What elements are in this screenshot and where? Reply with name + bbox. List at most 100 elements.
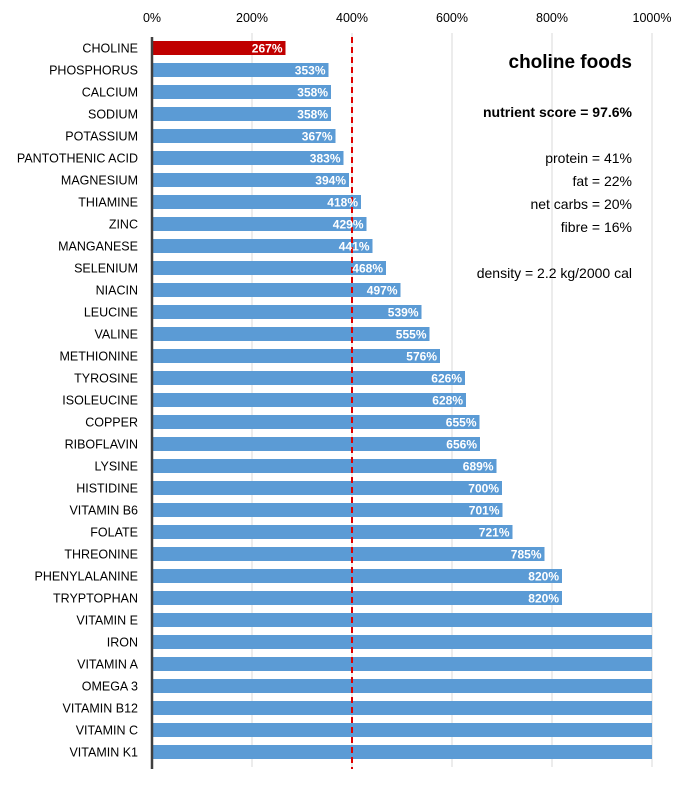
x-tick-label: 600% (436, 11, 468, 25)
value-label: 383% (310, 152, 341, 166)
bar-valine (152, 327, 430, 341)
x-tick-label: 400% (336, 11, 368, 25)
bar-vitamin-c (152, 723, 652, 737)
bar-potassium (152, 129, 336, 143)
bar-manganese (152, 239, 373, 253)
value-label: 689% (463, 460, 494, 474)
value-label: 441% (339, 240, 370, 254)
bar-histidine (152, 481, 502, 495)
bar-zinc (152, 217, 367, 231)
category-label: MAGNESIUM (61, 174, 138, 188)
category-label: SODIUM (88, 108, 138, 122)
net-carbs-text: net carbs = 20% (530, 196, 632, 212)
chart-title: choline foods (509, 52, 633, 73)
category-label: THREONINE (64, 548, 138, 562)
protein-text: protein = 41% (545, 150, 632, 166)
bar-riboflavin (152, 437, 480, 451)
category-label: ZINC (109, 218, 138, 232)
x-tick-label: 1000% (633, 11, 672, 25)
density-text: density = 2.2 kg/2000 cal (477, 265, 632, 281)
bar-thiamine (152, 195, 361, 209)
value-label: 358% (297, 108, 328, 122)
value-label: 468% (352, 262, 383, 276)
bar-methionine (152, 349, 440, 363)
category-label: TYROSINE (74, 372, 138, 386)
category-labels: CHOLINE PHOSPHORUS CALCIUM SODIUM POTASSIUM P… (17, 42, 139, 760)
bar-vitamin-e (152, 613, 652, 627)
bar-selenium (152, 261, 386, 275)
category-label: IRON (107, 636, 138, 650)
bar-calcium (152, 85, 331, 99)
category-label: THIAMINE (78, 196, 138, 210)
value-label: 353% (295, 64, 326, 78)
bar-vitamin-b6 (152, 503, 503, 517)
bar-vitamin-b12 (152, 701, 652, 715)
category-label: VALINE (94, 328, 138, 342)
annotations: choline foods nutrient score = 97.6% pro… (477, 52, 633, 281)
bar-magnesium (152, 173, 349, 187)
category-label: HISTIDINE (76, 482, 138, 496)
fat-text: fat = 22% (572, 173, 632, 189)
category-label: VITAMIN B6 (69, 504, 138, 518)
bar-vitamin-k1 (152, 745, 652, 759)
bar-isoleucine (152, 393, 466, 407)
category-label: VITAMIN K1 (69, 746, 138, 760)
bar-lysine (152, 459, 497, 473)
category-label: PHENYLALANINE (34, 570, 138, 584)
value-label: 358% (297, 86, 328, 100)
x-tick-label: 800% (536, 11, 568, 25)
category-label: LYSINE (94, 460, 138, 474)
value-label: 820% (528, 592, 559, 606)
value-label: 576% (406, 350, 437, 364)
x-tick-label: 0% (143, 11, 161, 25)
bars (152, 41, 652, 759)
value-label: 785% (511, 548, 542, 562)
category-label: POTASSIUM (65, 130, 138, 144)
value-labels: 267% 353% 358% 358% 367% 383% 394% 418% 429% 441%… (252, 42, 560, 606)
bar-niacin (152, 283, 401, 297)
value-label: 655% (446, 416, 477, 430)
bar-tyrosine (152, 371, 465, 385)
category-label: COPPER (85, 416, 138, 430)
category-label: MANGANESE (58, 240, 138, 254)
bar-tryptophan (152, 591, 562, 605)
value-label: 418% (327, 196, 358, 210)
nutrient-score-text: nutrient score = 97.6% (483, 104, 633, 120)
value-label: 367% (302, 130, 333, 144)
category-label: VITAMIN A (77, 658, 139, 672)
bar-vitamin-a (152, 657, 652, 671)
bar-choline (152, 41, 286, 55)
value-label: 628% (432, 394, 463, 408)
bar-threonine (152, 547, 545, 561)
value-label: 820% (528, 570, 559, 584)
category-label: LEUCINE (84, 306, 138, 320)
bar-iron (152, 635, 652, 649)
bar-leucine (152, 305, 422, 319)
value-label: 721% (479, 526, 510, 540)
bar-copper (152, 415, 480, 429)
category-label: VITAMIN B12 (63, 702, 139, 716)
bar-phenylalanine (152, 569, 562, 583)
category-label: NIACIN (96, 284, 138, 298)
x-tick-labels: 0% 200% 400% 600% 800% 1000% (143, 11, 672, 25)
value-label: 700% (468, 482, 499, 496)
bar-omega-3 (152, 679, 652, 693)
value-label: 656% (446, 438, 477, 452)
category-label: METHIONINE (60, 350, 138, 364)
fibre-text: fibre = 16% (561, 219, 632, 235)
category-label: VITAMIN C (76, 724, 138, 738)
category-label: TRYPTOPHAN (53, 592, 138, 606)
category-label: CHOLINE (82, 42, 138, 56)
value-label: 555% (396, 328, 427, 342)
category-label: PANTOTHENIC ACID (17, 152, 138, 166)
category-label: ISOLEUCINE (62, 394, 138, 408)
value-label: 497% (367, 284, 398, 298)
value-label: 626% (431, 372, 462, 386)
category-label: VITAMIN E (76, 614, 138, 628)
bar-phosphorus (152, 63, 329, 77)
category-label: SELENIUM (74, 262, 138, 276)
category-label: OMEGA 3 (82, 680, 138, 694)
x-tick-label: 200% (236, 11, 268, 25)
category-label: RIBOFLAVIN (65, 438, 138, 452)
